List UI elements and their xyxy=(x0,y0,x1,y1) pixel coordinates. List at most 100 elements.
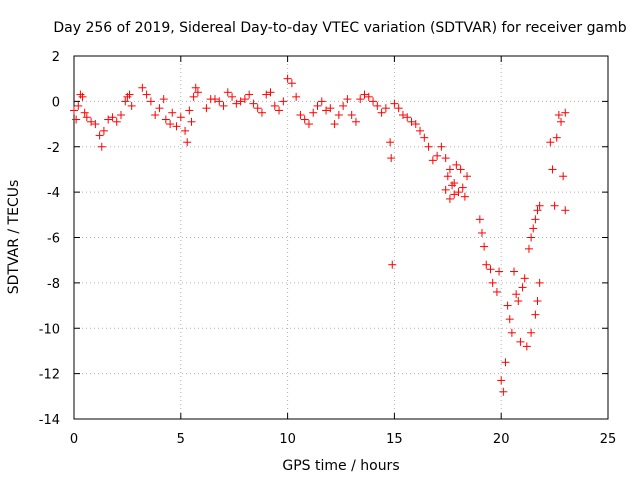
y-tick-label: -4 xyxy=(47,186,60,201)
data-point xyxy=(168,108,177,117)
data-point xyxy=(424,142,433,151)
data-point xyxy=(82,113,91,122)
y-tick-label: -14 xyxy=(39,413,60,428)
data-point xyxy=(463,172,472,181)
data-point xyxy=(108,113,117,122)
data-point xyxy=(193,88,202,97)
data-point xyxy=(480,242,489,251)
x-tick-label: 0 xyxy=(70,432,78,447)
data-point xyxy=(403,113,412,122)
data-point xyxy=(527,328,536,337)
data-point xyxy=(326,104,335,113)
data-point xyxy=(270,101,279,110)
data-point xyxy=(334,110,343,119)
data-point xyxy=(232,99,241,108)
data-point xyxy=(561,206,570,215)
data-point xyxy=(448,181,457,190)
data-point xyxy=(151,110,160,119)
data-point xyxy=(253,104,262,113)
data-point xyxy=(557,117,566,126)
grid xyxy=(74,56,608,419)
data-point xyxy=(91,120,100,129)
data-point xyxy=(78,92,87,101)
data-point xyxy=(72,115,81,124)
data-point xyxy=(398,110,407,119)
data-point xyxy=(112,117,121,126)
y-tick-label: -12 xyxy=(39,368,60,383)
data-point xyxy=(202,104,211,113)
data-point xyxy=(501,358,510,367)
x-tick-label: 5 xyxy=(177,432,185,447)
y-tick-label: -6 xyxy=(47,232,60,247)
data-point xyxy=(116,110,125,119)
data-point xyxy=(492,287,501,296)
data-point xyxy=(223,88,232,97)
data-point xyxy=(518,283,527,292)
data-point xyxy=(210,95,219,104)
data-point xyxy=(445,165,454,174)
data-point xyxy=(142,90,151,99)
data-point xyxy=(356,95,365,104)
data-point xyxy=(488,278,497,287)
data-point xyxy=(561,108,570,117)
data-point xyxy=(452,160,461,169)
data-point xyxy=(535,278,544,287)
data-point xyxy=(387,154,396,163)
data-point xyxy=(249,99,258,108)
x-tick-label: 15 xyxy=(386,432,403,447)
data-point xyxy=(381,104,390,113)
y-tick-label: -10 xyxy=(39,322,60,337)
data-point xyxy=(313,101,322,110)
data-point xyxy=(499,387,508,396)
data-point xyxy=(433,151,442,160)
data-point xyxy=(183,138,192,147)
data-point xyxy=(420,133,429,142)
data-point xyxy=(450,190,459,199)
data-point xyxy=(394,104,403,113)
data-point xyxy=(546,138,555,147)
data-point xyxy=(279,97,288,106)
data-point xyxy=(390,99,399,108)
data-point xyxy=(125,90,134,99)
data-point xyxy=(283,74,292,83)
data-point xyxy=(99,126,108,135)
data-point xyxy=(360,90,369,99)
data-point xyxy=(554,110,563,119)
data-point xyxy=(228,92,237,101)
data-point xyxy=(266,88,275,97)
data-point xyxy=(437,142,446,151)
data-point xyxy=(287,79,296,88)
data-point xyxy=(317,97,326,106)
data-point xyxy=(529,224,538,233)
data-point xyxy=(512,290,521,299)
data-point xyxy=(166,120,175,129)
data-point xyxy=(514,297,523,306)
data-point xyxy=(507,328,516,337)
data-point xyxy=(80,108,89,117)
data-point xyxy=(191,83,200,92)
data-point xyxy=(245,90,254,99)
data-point xyxy=(146,97,155,106)
data-point xyxy=(351,117,360,126)
data-point xyxy=(377,108,386,117)
data-point xyxy=(482,260,491,269)
y-axis-label: SDTVAR / TECUs xyxy=(6,180,22,295)
data-point xyxy=(495,267,504,276)
data-points xyxy=(70,74,570,396)
data-point xyxy=(458,183,467,192)
data-point xyxy=(443,172,452,181)
data-point xyxy=(550,201,559,210)
data-point xyxy=(369,97,378,106)
data-point xyxy=(373,101,382,110)
data-point xyxy=(475,215,484,224)
data-point xyxy=(441,185,450,194)
x-tick-label: 10 xyxy=(279,432,296,447)
data-point xyxy=(104,115,113,124)
data-point xyxy=(522,342,531,351)
y-tick-label: 2 xyxy=(52,50,60,65)
data-point xyxy=(322,106,331,115)
data-point xyxy=(296,110,305,119)
data-point xyxy=(189,92,198,101)
